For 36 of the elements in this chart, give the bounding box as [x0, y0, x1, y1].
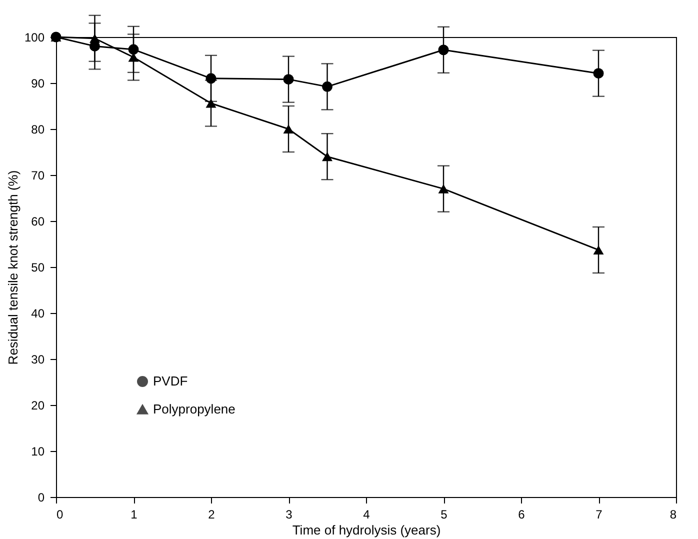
- y-tick-label: 80: [31, 122, 45, 136]
- x-tick-label: 5: [440, 508, 448, 522]
- x-tick-label: 2: [208, 508, 216, 522]
- point: [206, 98, 216, 108]
- y-tick-label: 40: [31, 306, 45, 320]
- x-tick-label: 6: [518, 508, 526, 522]
- point: [322, 152, 332, 162]
- point: [128, 44, 139, 55]
- y-tick-label: 20: [31, 398, 45, 412]
- y-tick-label: 90: [31, 76, 45, 90]
- point: [322, 81, 332, 92]
- y-tick-label: 70: [31, 168, 45, 182]
- y-tick-label: 10: [31, 444, 45, 458]
- x-tick-label: 4: [363, 508, 370, 522]
- point: [593, 245, 604, 255]
- x-tick-label: 3: [286, 508, 293, 522]
- y-tick-label: 0: [38, 490, 45, 504]
- y-tick-label: 60: [31, 214, 45, 228]
- point: [593, 68, 604, 79]
- point: [206, 73, 216, 84]
- x-tick-label: 0: [56, 508, 64, 522]
- x-tick-label: 8: [670, 508, 677, 522]
- point: [283, 124, 294, 134]
- legend-label: Polypropylene: [153, 402, 236, 416]
- y-tick-label: 100: [24, 30, 45, 44]
- point: [438, 44, 449, 56]
- y-tick-label: 50: [31, 260, 45, 274]
- point: [438, 184, 449, 194]
- point: [283, 74, 294, 85]
- y-axis-title: Residual tensile knot strength (%): [5, 170, 20, 365]
- y-tick-label: 30: [31, 352, 45, 366]
- x-tick-label: 7: [596, 508, 603, 522]
- x-tick-label: 1: [130, 508, 138, 522]
- legend-label: PVDF: [153, 374, 188, 388]
- point: [90, 34, 100, 43]
- x-axis-title: Time of hydrolysis (years): [292, 522, 441, 538]
